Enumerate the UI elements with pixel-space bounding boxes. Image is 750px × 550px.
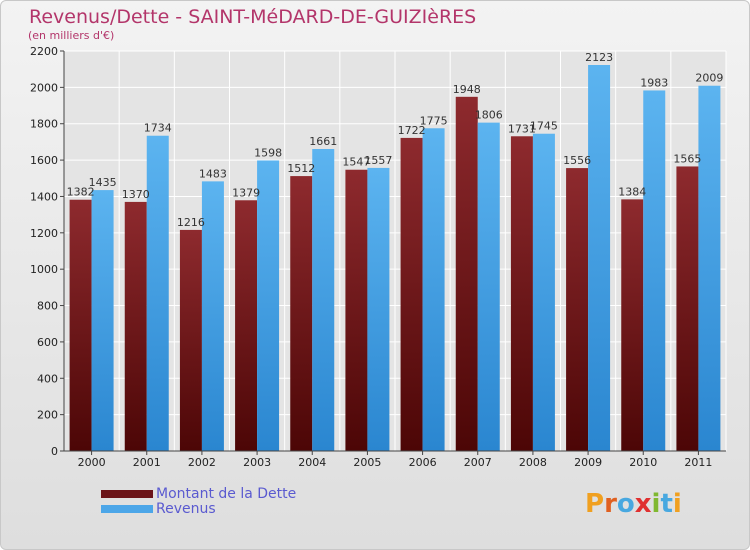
bar-revenus (588, 65, 611, 451)
chart-subtitle: (en milliers d'€) (28, 29, 115, 42)
bar-revenus (367, 167, 390, 451)
x-tick-label: 2001 (133, 456, 161, 469)
bars-group (69, 65, 721, 452)
x-tick-label: 2009 (574, 456, 602, 469)
bar-revenus (422, 128, 445, 451)
logo-letter: i (672, 489, 682, 519)
data-label-dette: 1722 (398, 124, 426, 137)
data-label-dette: 1512 (287, 162, 315, 175)
chart-title: Revenus/Dette - SAINT-MéDARD-DE-GUIZIèRE… (29, 6, 477, 28)
data-label-revenus: 1557 (364, 154, 392, 167)
y-tick-label: 1400 (30, 190, 58, 203)
bar-revenus (91, 190, 114, 451)
data-label-dette: 1379 (232, 186, 260, 199)
bar-revenus (643, 90, 666, 452)
logo-letter: t (660, 489, 673, 519)
data-label-dette: 1384 (618, 185, 646, 198)
bar-revenus (698, 85, 721, 452)
x-tick-label: 2010 (629, 456, 657, 469)
y-tick-label: 1800 (30, 118, 58, 131)
data-label-revenus: 1734 (144, 122, 172, 135)
bar-dette (290, 176, 313, 451)
x-tick-label: 2004 (298, 456, 326, 469)
legend-swatch-dette (101, 490, 153, 498)
x-tick-label: 2000 (78, 456, 106, 469)
logo-letter: P (585, 489, 605, 519)
logo-letter: x (634, 489, 652, 519)
bar-revenus (477, 122, 500, 452)
y-tick-label: 1600 (30, 154, 58, 167)
legend-label-revenus: Revenus (156, 501, 216, 517)
data-label-dette: 1216 (177, 216, 205, 229)
bar-dette (510, 136, 533, 452)
y-tick-label: 0 (51, 445, 58, 458)
data-label-revenus: 1435 (89, 176, 117, 189)
bar-dette (566, 168, 589, 451)
axes: 0 200 400 600 800 1000 1200 1400 1600 1800 2000 220… (30, 45, 726, 469)
bar-chart: 0 200 400 600 800 1000 1200 1400 1600 1800 2000 220… (30, 45, 727, 469)
bar-dette (676, 166, 699, 452)
data-label-dette: 1556 (563, 154, 591, 167)
data-label-revenus: 1983 (640, 76, 668, 89)
data-label-revenus: 1775 (420, 114, 448, 127)
bar-dette (235, 200, 258, 451)
data-label-dette: 1731 (508, 122, 536, 135)
bar-dette (345, 169, 368, 451)
y-tick-label: 1000 (30, 263, 58, 276)
bar-revenus (312, 149, 335, 451)
legend-label-dette: Montant de la Dette (156, 486, 297, 502)
data-label-dette: 1382 (67, 186, 95, 199)
x-tick-label: 2003 (243, 456, 271, 469)
bar-dette (179, 229, 202, 451)
y-tick-label: 1200 (30, 227, 58, 240)
x-tick-label: 2006 (409, 456, 437, 469)
bar-dette (400, 137, 423, 451)
logo-letter: o (616, 489, 635, 519)
y-tick-label: 2200 (30, 45, 58, 58)
bar-revenus (257, 160, 280, 452)
y-tick-label: 2000 (30, 81, 58, 94)
bar-dette (69, 199, 92, 451)
proxiti-logo: Proxiti (585, 489, 682, 519)
bar-revenus (146, 135, 169, 451)
data-label-revenus: 1483 (199, 167, 227, 180)
data-label-dette: 1547 (342, 156, 370, 169)
logo-letter: r (604, 489, 617, 519)
data-label-revenus: 1598 (254, 146, 282, 159)
data-label-revenus: 2123 (585, 51, 613, 64)
data-label-revenus: 1661 (309, 135, 337, 148)
y-tick-label: 600 (37, 336, 58, 349)
data-label-revenus: 2009 (695, 72, 723, 85)
bar-dette (621, 199, 644, 451)
bar-dette (124, 201, 147, 451)
legend-swatch-revenus (101, 505, 153, 513)
logo-letter: i (651, 489, 661, 519)
x-tick-label: 2008 (519, 456, 547, 469)
x-tick-label: 2007 (464, 456, 492, 469)
bar-revenus (201, 181, 224, 451)
data-label-revenus: 1806 (475, 109, 503, 122)
y-tick-label: 400 (37, 372, 58, 385)
data-label-dette: 1370 (122, 188, 150, 201)
data-label-revenus: 1745 (530, 120, 558, 133)
x-tick-label: 2005 (353, 456, 381, 469)
x-tick-label: 2011 (684, 456, 712, 469)
bar-revenus (532, 133, 555, 451)
gridlines (63, 50, 727, 452)
y-tick-label: 800 (37, 300, 58, 313)
y-tick-label: 200 (37, 409, 58, 422)
data-label-dette: 1565 (673, 152, 701, 165)
data-label-dette: 1948 (453, 83, 481, 96)
x-tick-label: 2002 (188, 456, 216, 469)
bar-dette (455, 96, 478, 452)
